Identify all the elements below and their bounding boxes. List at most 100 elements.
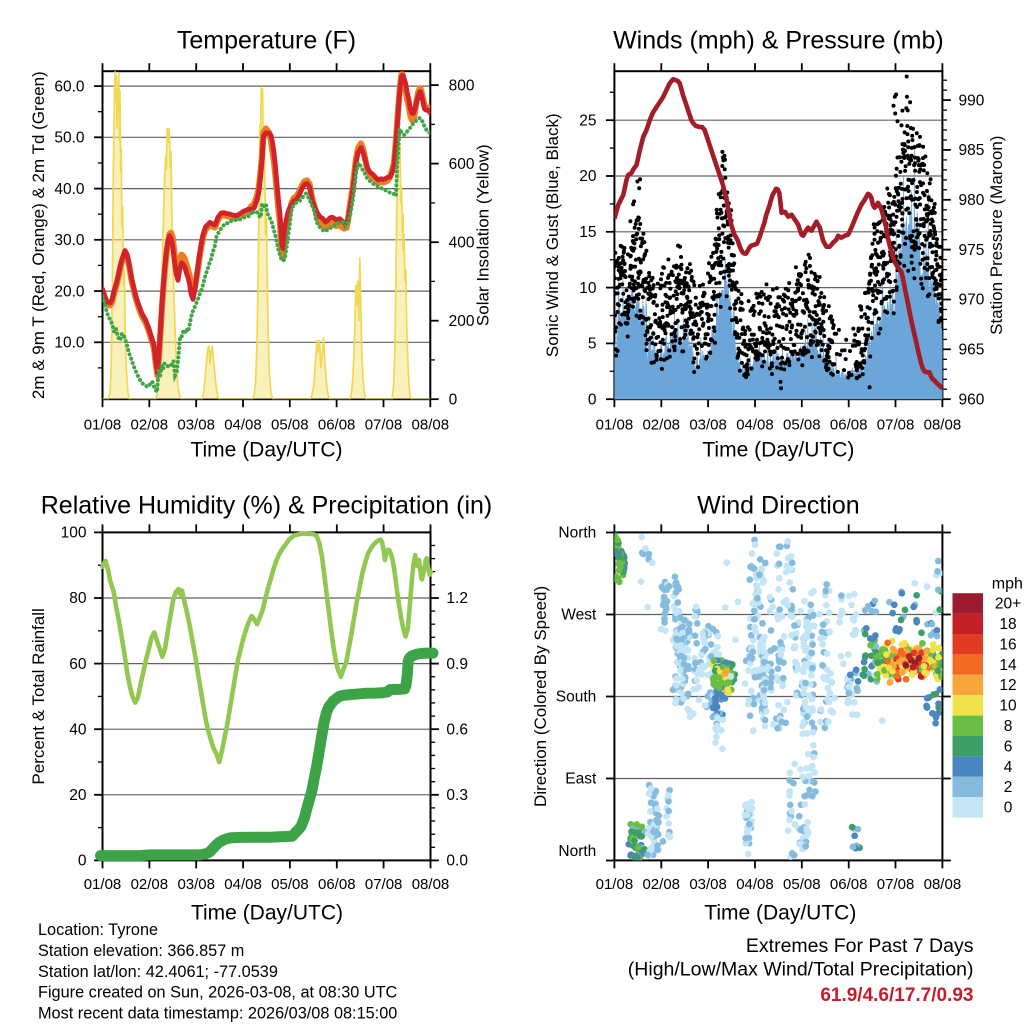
svg-text:61.9/4.6/17.7/0.93: 61.9/4.6/17.7/0.93 (820, 985, 973, 1006)
svg-text:06/08: 06/08 (830, 417, 868, 434)
svg-text:02/08: 02/08 (642, 417, 680, 434)
svg-text:20: 20 (579, 168, 597, 185)
svg-text:07/08: 07/08 (877, 417, 915, 434)
svg-text:600: 600 (449, 156, 475, 173)
svg-text:08/08: 08/08 (924, 876, 962, 893)
svg-text:Sonic Wind & Gust (Blue, Black: Sonic Wind & Gust (Blue, Black) (543, 113, 562, 357)
svg-text:40: 40 (69, 721, 87, 738)
svg-text:18: 18 (999, 616, 1016, 633)
svg-text:960: 960 (959, 391, 985, 408)
svg-text:mph: mph (992, 576, 1023, 593)
svg-text:08/08: 08/08 (924, 417, 962, 434)
svg-text:08/08: 08/08 (412, 417, 450, 434)
svg-text:80: 80 (69, 590, 87, 607)
svg-text:2m & 9m T (Red, Orange) & 2m T: 2m & 9m T (Red, Orange) & 2m Td (Green) (29, 71, 48, 399)
svg-text:30.0: 30.0 (54, 232, 85, 249)
svg-text:60.0: 60.0 (54, 78, 85, 95)
svg-text:0.6: 0.6 (446, 721, 468, 738)
svg-text:985: 985 (959, 142, 985, 159)
svg-text:800: 800 (449, 77, 475, 94)
svg-text:Station lat/lon: 42.4061; -77.: Station lat/lon: 42.4061; -77.0539 (38, 963, 278, 981)
svg-text:0: 0 (588, 391, 597, 408)
svg-text:15: 15 (579, 224, 596, 241)
svg-text:Direction (Colored By Speed): Direction (Colored By Speed) (531, 586, 550, 807)
svg-text:100: 100 (61, 525, 87, 542)
svg-text:Temperature (F): Temperature (F) (177, 27, 356, 55)
svg-text:Station elevation: 366.857 m: Station elevation: 366.857 m (38, 942, 244, 960)
svg-text:8: 8 (1004, 718, 1013, 735)
svg-text:01/08: 01/08 (596, 876, 634, 893)
svg-text:02/08: 02/08 (131, 417, 169, 434)
svg-text:05/08: 05/08 (783, 417, 821, 434)
svg-text:12: 12 (999, 677, 1016, 694)
svg-text:0: 0 (449, 391, 458, 408)
svg-text:Station Pressure (Maroon): Station Pressure (Maroon) (987, 136, 1006, 335)
svg-text:Time (Day/UTC): Time (Day/UTC) (704, 901, 856, 924)
svg-text:60: 60 (69, 656, 87, 673)
svg-text:2: 2 (1004, 779, 1013, 796)
svg-text:02/08: 02/08 (642, 876, 680, 893)
svg-text:Solar Insolation (Yellow): Solar Insolation (Yellow) (474, 144, 493, 326)
svg-text:970: 970 (959, 292, 985, 309)
svg-text:Time (Day/UTC): Time (Day/UTC) (191, 901, 343, 924)
svg-text:Winds (mph) & Pressure (mb): Winds (mph) & Pressure (mb) (613, 27, 944, 55)
svg-text:01/08: 01/08 (596, 417, 634, 434)
svg-text:07/08: 07/08 (365, 417, 403, 434)
svg-text:990: 990 (959, 92, 985, 109)
svg-text:Relative Humidity (%) & Precip: Relative Humidity (%) & Precipitation (i… (41, 491, 493, 519)
svg-text:04/08: 04/08 (736, 876, 774, 893)
svg-text:25: 25 (579, 112, 596, 129)
svg-text:06/08: 06/08 (318, 417, 356, 434)
svg-text:Extremes For Past 7 Days: Extremes For Past 7 Days (746, 935, 974, 957)
svg-text:East: East (565, 771, 597, 788)
svg-text:20: 20 (69, 787, 87, 804)
svg-text:03/08: 03/08 (177, 876, 215, 893)
svg-text:03/08: 03/08 (689, 417, 727, 434)
svg-text:20.0: 20.0 (54, 283, 85, 300)
svg-text:0: 0 (78, 853, 87, 870)
svg-text:Time (Day/UTC): Time (Day/UTC) (190, 439, 342, 462)
svg-text:04/08: 04/08 (224, 417, 262, 434)
svg-text:Wind Direction: Wind Direction (697, 491, 860, 519)
svg-text:0: 0 (1004, 800, 1013, 817)
svg-text:05/08: 05/08 (271, 876, 309, 893)
svg-text:16: 16 (999, 636, 1016, 653)
svg-text:5: 5 (588, 336, 597, 353)
svg-text:07/08: 07/08 (365, 876, 403, 893)
svg-text:01/08: 01/08 (84, 876, 122, 893)
svg-text:04/08: 04/08 (736, 417, 774, 434)
svg-text:980: 980 (959, 192, 985, 209)
svg-text:Time (Day/UTC): Time (Day/UTC) (702, 439, 854, 462)
svg-text:1.2: 1.2 (446, 590, 468, 607)
svg-text:06/08: 06/08 (318, 876, 356, 893)
svg-text:Most recent data timestamp: 20: Most recent data timestamp: 2026/03/08 0… (38, 1005, 397, 1023)
svg-text:08/08: 08/08 (412, 876, 450, 893)
svg-text:02/08: 02/08 (131, 876, 169, 893)
svg-text:0.0: 0.0 (446, 853, 468, 870)
svg-text:965: 965 (959, 342, 985, 359)
svg-text:North: North (558, 525, 596, 542)
svg-text:20+: 20+ (995, 596, 1021, 613)
svg-text:03/08: 03/08 (177, 417, 215, 434)
svg-text:400: 400 (449, 234, 475, 251)
svg-text:Location: Tyrone: Location: Tyrone (38, 921, 158, 939)
svg-text:40.0: 40.0 (54, 181, 85, 198)
svg-text:05/08: 05/08 (783, 876, 821, 893)
svg-text:0.9: 0.9 (446, 656, 468, 673)
svg-text:North: North (558, 843, 596, 860)
svg-text:03/08: 03/08 (689, 876, 727, 893)
svg-text:10: 10 (999, 698, 1017, 715)
svg-text:(High/Low/Max Wind/Total Preci: (High/Low/Max Wind/Total Precipitation) (628, 959, 974, 981)
svg-text:6: 6 (1004, 738, 1013, 755)
svg-text:West: West (561, 607, 597, 624)
svg-text:10: 10 (579, 280, 597, 297)
svg-text:Percent & Total Rainfall: Percent & Total Rainfall (29, 608, 48, 784)
svg-text:04/08: 04/08 (224, 876, 262, 893)
svg-text:South: South (556, 689, 597, 706)
svg-text:4: 4 (1004, 759, 1013, 776)
svg-text:975: 975 (959, 242, 985, 259)
svg-text:0.3: 0.3 (446, 787, 468, 804)
svg-text:200: 200 (449, 313, 475, 330)
svg-text:50.0: 50.0 (54, 130, 85, 147)
svg-text:07/08: 07/08 (877, 876, 915, 893)
